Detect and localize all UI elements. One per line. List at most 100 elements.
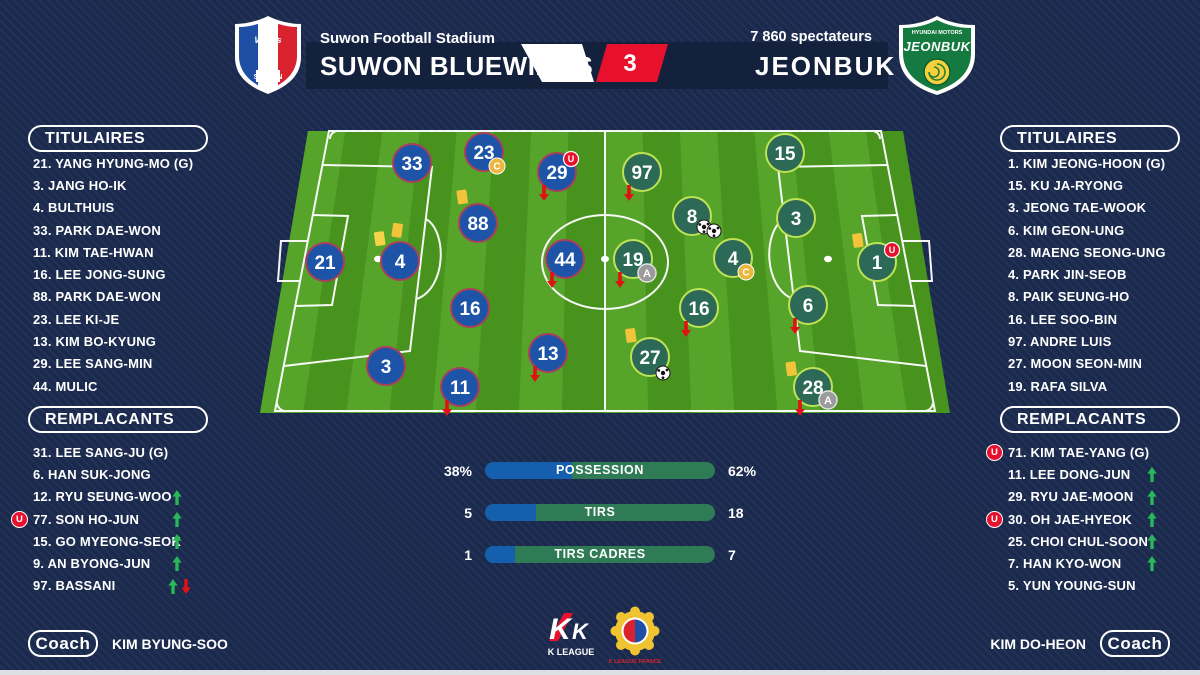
sub-in-icon [172,489,182,505]
home-coach-name: KIM BYUNG-SOO [112,636,228,652]
yellow-card-icon [625,328,637,343]
u22-badge: U [562,150,580,168]
stat-label: TIRS CADRES [554,547,646,561]
marker-away-3: 3 [776,198,816,238]
assist-badge: A [818,390,838,410]
jeonbuk-name-text: JEONBUK [903,39,971,54]
stat-home-value: 1 [464,547,472,563]
sub-row: 25. CHOI CHUL-SOON [1008,530,1200,552]
yellow-card-icon [391,222,403,238]
marker-home-11: 11 [440,367,480,416]
sub-row: 97. BASSANI [33,575,263,597]
svg-text:3: 3 [381,357,392,378]
k-league-logo: K K K LEAGUE [548,613,594,657]
stadium-name: Suwon Football Stadium [320,30,495,47]
svg-text:15: 15 [774,144,796,165]
sub-in-icon [172,511,182,527]
goal-ball-icon [655,365,671,381]
marker-home-13: 13 [528,333,568,382]
substituted-off-icon [615,272,625,288]
starter-row: 11. KIM TAE-HWAN [33,244,154,260]
suwon-wings-text: Wings [255,35,282,45]
france-ball-blue-half [635,619,647,643]
k-league-k-glyph: K [549,613,573,646]
marker-home-88: 88 [456,189,498,243]
pitch-spots [374,255,832,263]
substituted-off-icon [624,185,634,201]
svg-text:19: 19 [622,250,643,271]
stat-row-possession: 38% POSSESSION 62% [400,462,800,480]
u22-badge: U [883,241,901,259]
substituted-off-icon [539,185,549,201]
jeonbuk-sponsor-text: HYUNDAI MOTORS [912,30,963,36]
sub-in-icon [1147,556,1157,572]
home-starters-list: 21. YANG HYUNG-MO (G) 3. JANG HO-IK 4. B… [33,152,263,397]
sub-row: 6. HAN SUK-JONG [33,466,151,482]
svg-text:U: U [568,154,575,164]
yellow-card-icon [852,233,864,248]
suwon-name-text: SUWON [254,72,283,81]
sub-in-icon [172,534,182,550]
sub-in-icon [168,578,178,594]
sub-row: 7. HAN KYO-WON [1008,552,1200,574]
svg-text:28: 28 [802,378,823,399]
starter-row: 21. YANG HYUNG-MO (G) [33,155,194,171]
svg-text:21: 21 [314,253,336,274]
starter-row: 6. KIM GEON-UNG [1008,222,1125,238]
sub-row: U 77. SON HO-JUN [11,508,263,530]
svg-text:16: 16 [459,299,480,320]
substituted-off-icon [547,272,557,288]
sub-in-icon [1147,534,1157,550]
stat-bar-home-fill [485,462,573,479]
suwon-year-text: 1995 [261,53,275,59]
stat-bar: POSSESSION [485,462,715,479]
starter-row: 88. PARK DAE-WON [33,289,161,305]
left-goal [276,240,308,282]
marker-away-1: 1 U [852,233,901,282]
substituted-off-icon [442,400,452,416]
marker-away-16: 16 [679,288,719,337]
corner-arcs [276,130,934,412]
svg-text:11: 11 [450,378,471,399]
stat-row-shots-on-target: 1 TIRS CADRES 7 [400,546,800,564]
sub-row: U 30. OH JAE-HYEOK [986,508,1200,530]
away-subs-title: REMPLACANTS [1000,406,1180,433]
sub-row: 11. LEE DONG-JUN [1008,463,1200,485]
yellow-card-icon [373,231,386,247]
marker-home-21: 21 [305,242,345,282]
sub-in-icon [172,556,182,572]
substituted-off-icon [790,318,800,334]
marker-away-4: 4 C [713,238,755,281]
stat-label: TIRS [584,505,616,519]
stat-bar-home-fill [485,546,515,563]
center-circle [541,214,669,310]
marker-away-8: 8 [672,196,722,239]
left-penalty-arc [416,218,442,300]
away-subs-list: U 71. KIM TAE-YANG (G) 11. LEE DONG-JUN … [986,441,1200,597]
marker-away-27: 27 [625,328,671,381]
u22-badge: U [11,510,28,528]
substituted-off-icon [681,321,691,337]
starter-row: 13. KIM BO-KYUNG [33,334,157,350]
sub-row: U 71. KIM TAE-YANG (G) [986,441,1200,463]
starter-row: 3. JANG HO-IK [33,177,127,193]
starter-row: 27. MOON SEON-MIN [1008,356,1143,372]
sub-row: 9. AN BYONG-JUN [33,552,263,574]
away-coach-label: Coach [1100,630,1170,657]
k-league-france-logo: K LEAGUE FRANCE [609,606,662,665]
sub-row: 15. GO MYEONG-SEOK [33,533,182,550]
u22-badge: U [986,510,1003,528]
jeonbuk-emblem-swirl [928,63,946,81]
sub-row: 31. LEE SANG-JU (G) [33,444,169,460]
starter-row: 23. LEE KI-JE [33,311,120,327]
away-score: 3 [623,50,636,77]
sub-in-icon [1147,511,1157,527]
svg-text:27: 27 [639,348,660,369]
svg-text:A: A [643,268,651,280]
france-ball-red-half [623,619,635,643]
marker-away-19: 19 A [613,239,657,288]
sub-row: 12. RYU SEUNG-WOO [33,486,263,508]
away-score-shape [596,44,668,82]
spectators-count: 7 860 spectateurs [750,29,872,45]
